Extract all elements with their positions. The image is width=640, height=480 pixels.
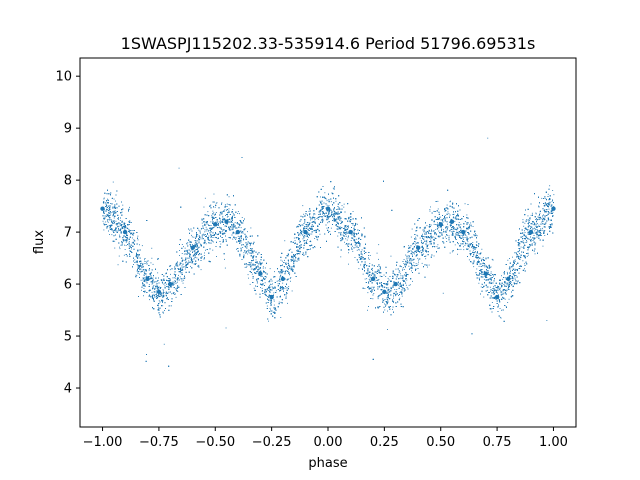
y-tick-label: 9 [64,122,72,137]
y-tick-label: 7 [64,226,72,241]
x-tick-label: 0.25 [370,435,399,450]
x-axis-label: phase [308,456,347,471]
y-tick-label: 6 [64,278,72,293]
scatter-point [280,276,286,282]
x-axis-ticks: −1.00 −0.75 −0.50 −0.25 0.00 0.25 0.50 0.75 1.00 [83,427,568,450]
point-cloud [102,137,555,367]
y-axis-label: flux [32,230,47,254]
y-tick-label: 8 [64,174,72,189]
y-tick-label: 10 [55,70,72,85]
scatter-point [483,271,489,276]
x-tick-label: 0.00 [314,435,343,450]
scatter-point [122,229,128,235]
x-tick-label: 0.50 [426,435,455,450]
scatter-point [551,206,556,211]
y-axis-ticks: 4 5 6 7 8 9 10 [55,70,80,397]
scatter-point [382,289,387,295]
chart-title: 1SWASPJ115202.33-535914.6 Period 51796.6… [121,34,536,53]
x-tick-label: −1.00 [83,435,123,450]
x-tick-label: −0.50 [195,435,235,450]
x-tick-label: −0.25 [252,435,292,450]
x-tick-label: −0.75 [139,435,179,450]
scatter-point [100,206,105,211]
scatter-point [528,229,534,235]
scatter-points [100,137,556,367]
x-tick-label: 0.75 [483,435,512,450]
scatter-point [370,276,376,282]
x-tick-label: 1.00 [539,435,568,450]
scatter-point [438,222,443,227]
y-tick-label: 5 [64,330,72,345]
scatter-point [235,229,241,235]
y-tick-label: 4 [64,382,72,397]
scatter-point [449,219,455,224]
